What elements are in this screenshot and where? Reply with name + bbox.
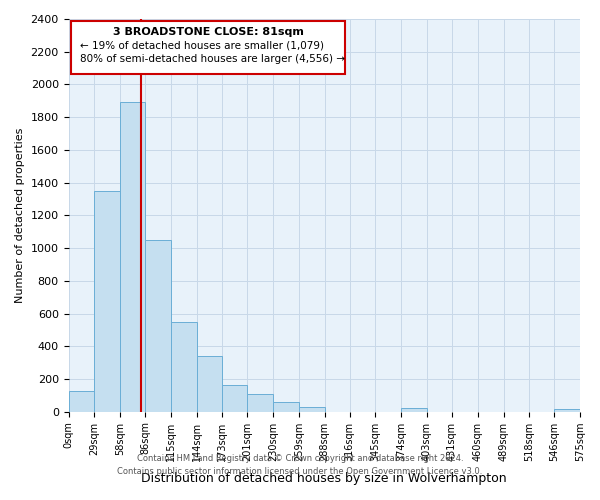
Bar [68, 391, 94, 411]
Bar [247, 394, 273, 411]
Bar [197, 356, 223, 412]
Bar [145, 240, 171, 412]
Bar [401, 408, 427, 412]
X-axis label: Distribution of detached houses by size in Wolverhampton: Distribution of detached houses by size … [142, 472, 507, 485]
Text: Contains HM Land Registry data © Crown copyright and database right 2024.
Contai: Contains HM Land Registry data © Crown c… [118, 454, 482, 475]
Text: 80% of semi-detached houses are larger (4,556) →: 80% of semi-detached houses are larger (… [80, 54, 345, 64]
Bar [94, 191, 120, 412]
Bar [273, 402, 299, 411]
Text: 3 BROADSTONE CLOSE: 81sqm: 3 BROADSTONE CLOSE: 81sqm [113, 27, 304, 37]
Text: ← 19% of detached houses are smaller (1,079): ← 19% of detached houses are smaller (1,… [80, 40, 324, 50]
Bar [171, 322, 197, 412]
Y-axis label: Number of detached properties: Number of detached properties [15, 128, 25, 303]
Bar [120, 102, 145, 412]
Bar [299, 407, 325, 412]
Bar [554, 409, 580, 412]
Bar [223, 386, 247, 411]
FancyBboxPatch shape [71, 22, 345, 74]
